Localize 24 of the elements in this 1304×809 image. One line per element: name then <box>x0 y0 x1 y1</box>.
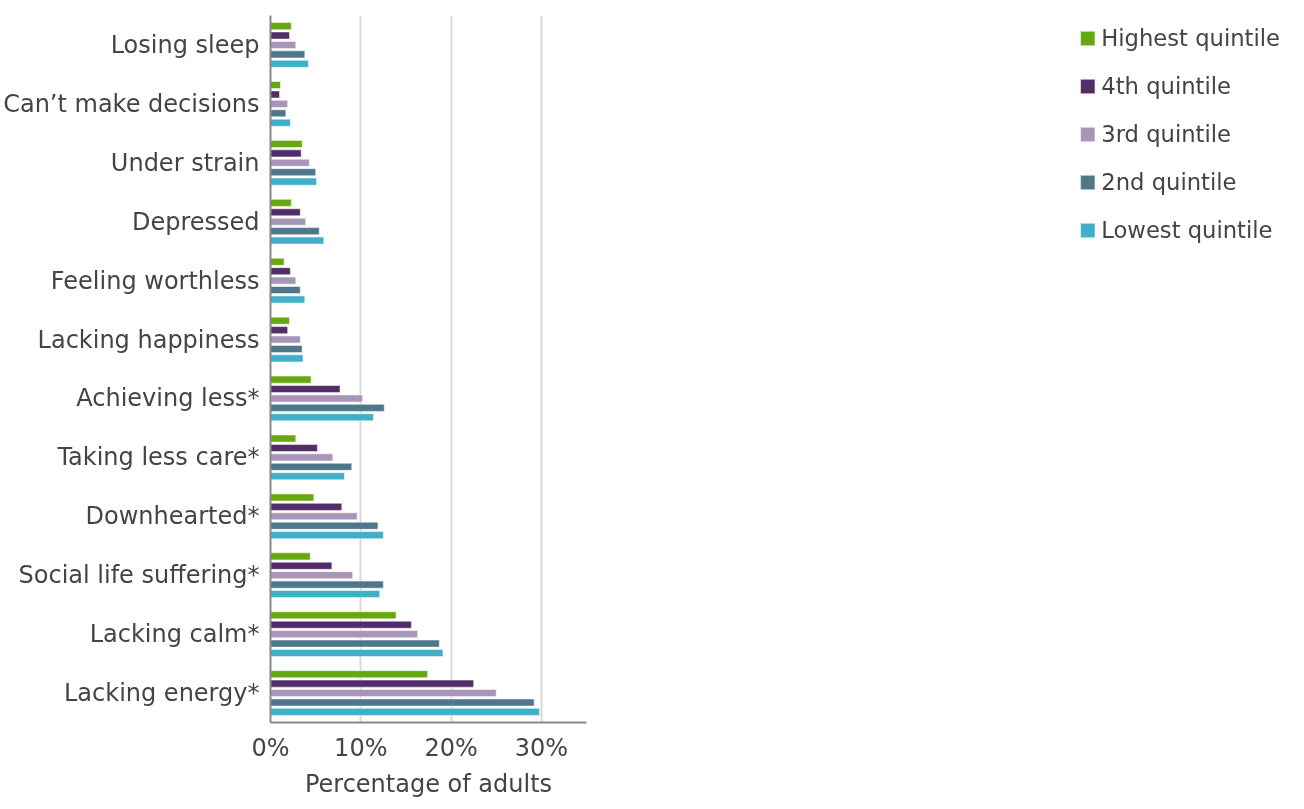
x-tick-label: 0% <box>251 733 290 762</box>
bar <box>270 611 397 620</box>
y-tick-label: Downhearted* <box>85 502 260 531</box>
x-tick-label: 20% <box>424 733 478 762</box>
y-tick-label: Can’t make decisions <box>3 89 260 118</box>
y-tick-label: Achieving less* <box>76 384 260 413</box>
y-tick-label: Feeling worthless <box>50 266 260 295</box>
bar <box>270 118 291 127</box>
y-tick-label: Lacking happiness <box>37 325 260 354</box>
legend-label: Lowest quintile <box>1101 217 1273 243</box>
x-tick-label: 10% <box>334 733 388 762</box>
legend-label: 3rd quintile <box>1101 121 1232 147</box>
y-tick-label: Social life suffering* <box>18 561 260 590</box>
x-tick-label: 30% <box>514 733 569 762</box>
y-tick-label: Under strain <box>110 148 260 177</box>
legend-label: Highest quintile <box>1101 25 1280 51</box>
legend-label: 4th quintile <box>1101 73 1231 99</box>
y-tick-label: Taking less care* <box>56 443 260 472</box>
y-tick-label: Losing sleep <box>110 30 260 59</box>
y-tick-label: Lacking energy* <box>63 679 260 708</box>
y-tick-label: Lacking calm* <box>89 620 260 649</box>
legend-label: 2nd quintile <box>1101 169 1237 195</box>
x-axis-title: Percentage of adults <box>304 769 553 798</box>
y-tick-label: Depressed <box>131 207 260 236</box>
